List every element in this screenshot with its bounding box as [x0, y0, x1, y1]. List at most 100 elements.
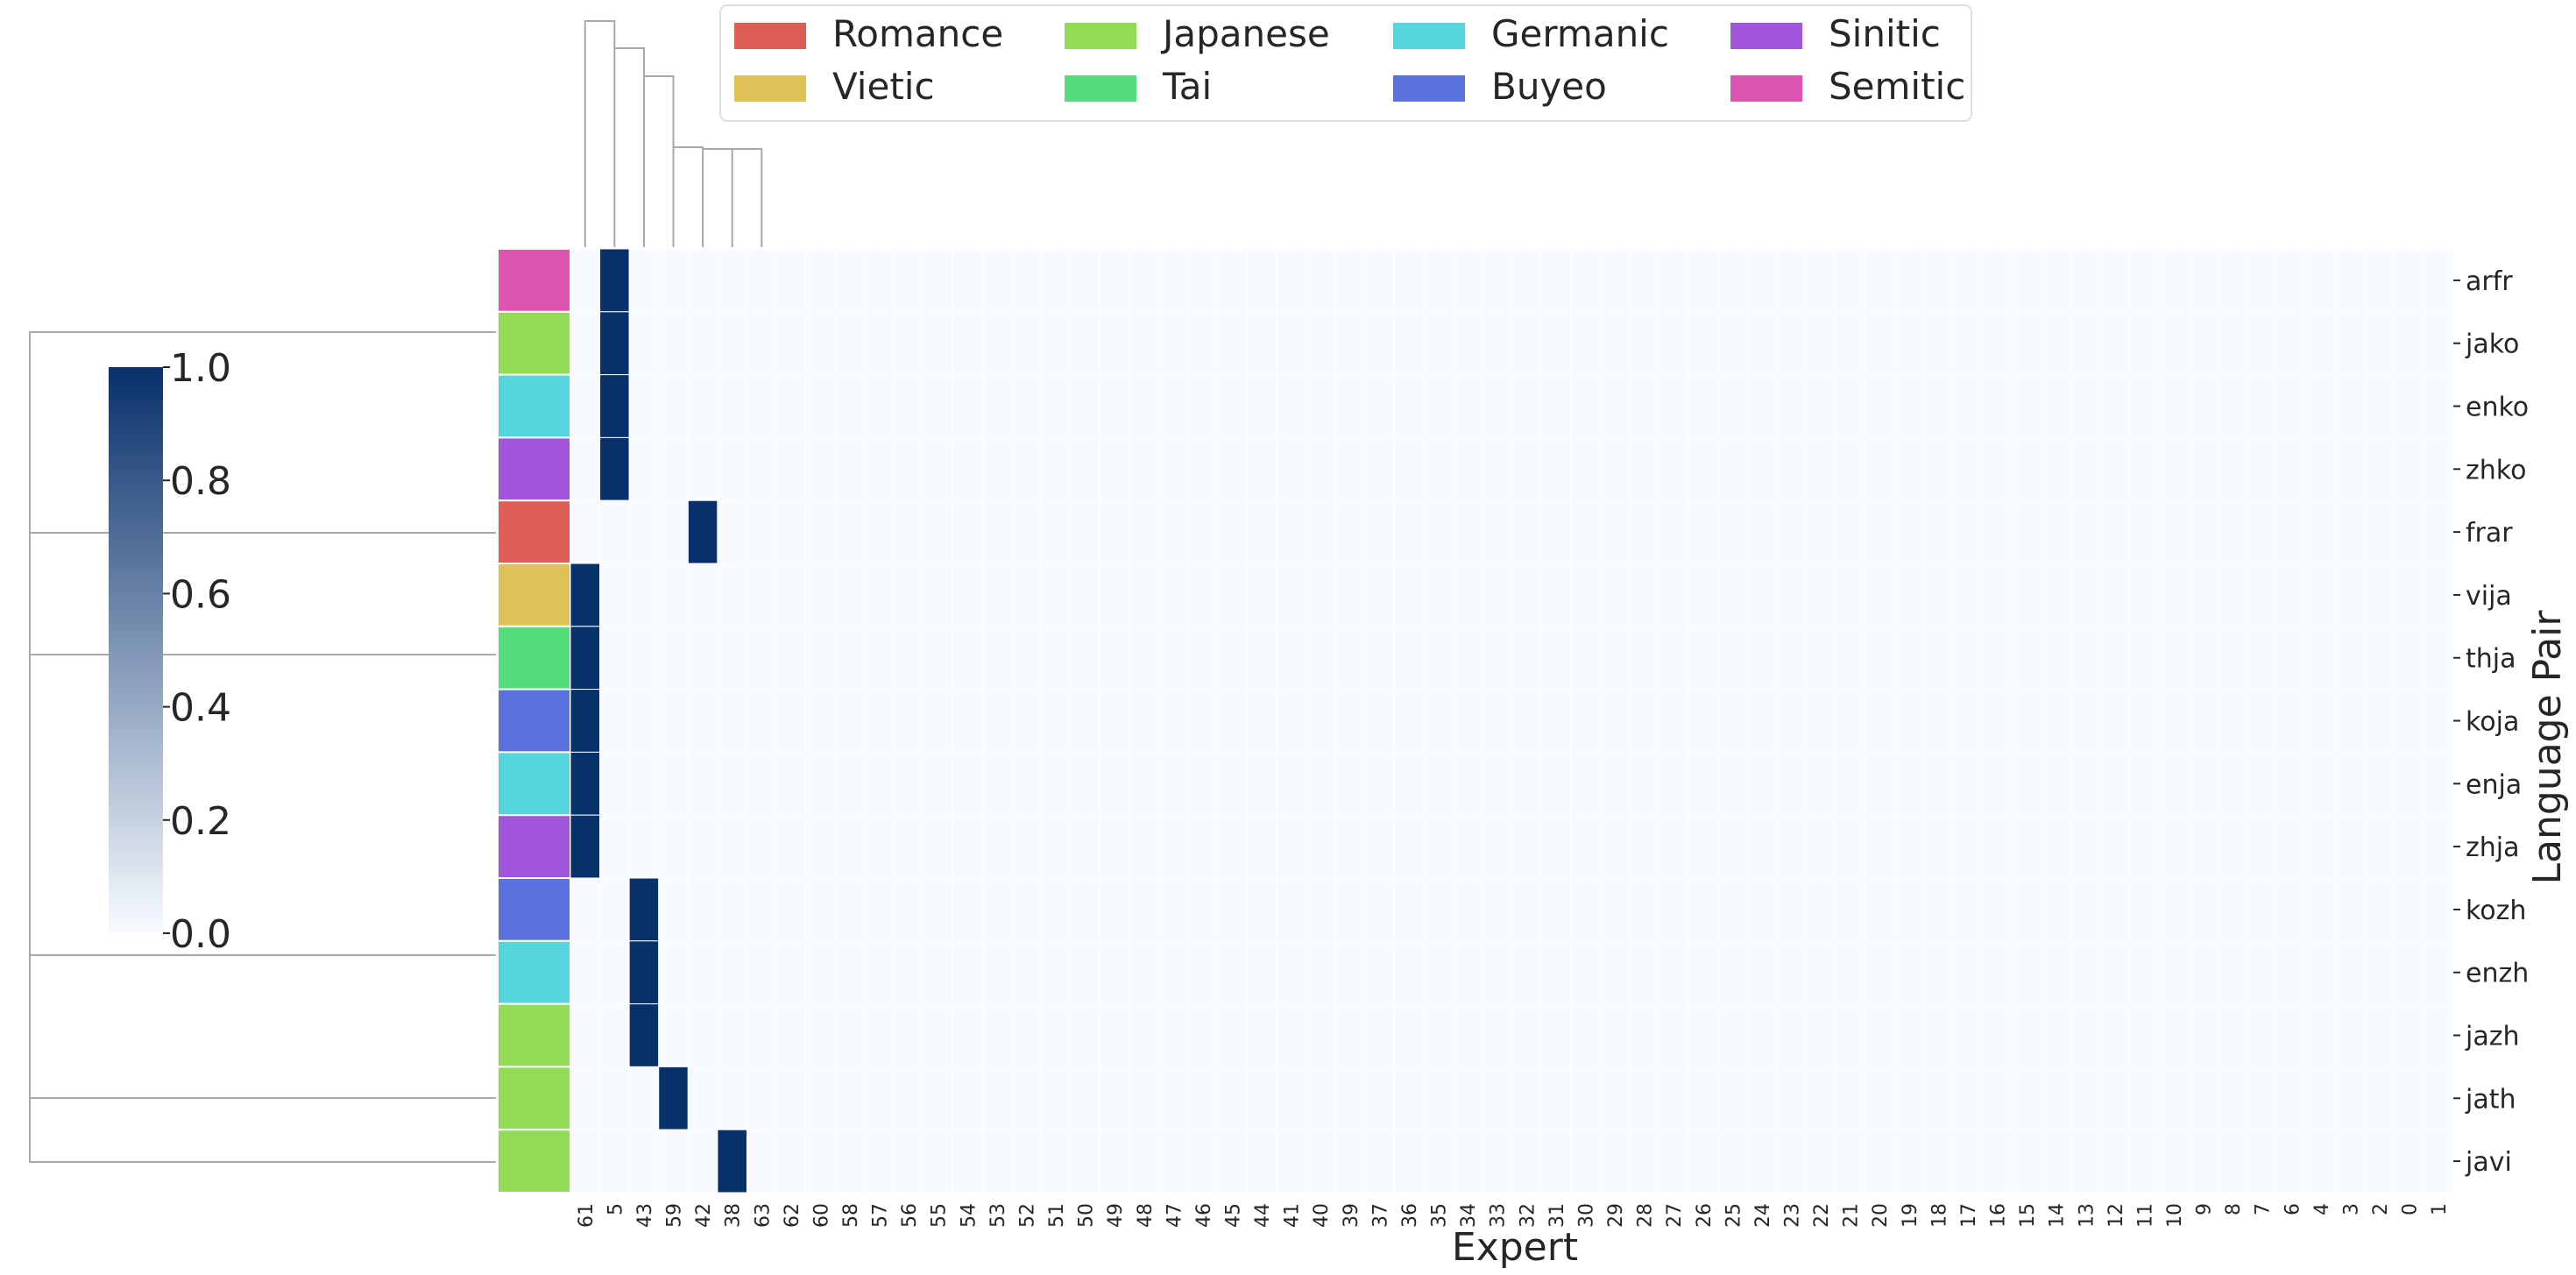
heatmap-cell	[2305, 374, 2337, 438]
heatmap-cell	[2394, 940, 2424, 1005]
heatmap-cell	[1129, 626, 1160, 691]
heatmap-cell	[1658, 1003, 1689, 1067]
heatmap-cell	[1158, 689, 1189, 753]
heatmap-cell	[2129, 626, 2160, 691]
heatmap-cell	[1893, 626, 1925, 691]
heatmap-cell	[1717, 374, 1748, 438]
heatmap-cell	[1864, 311, 1895, 376]
heatmap-cell	[1246, 626, 1277, 691]
heatmap-cell	[1482, 751, 1512, 816]
heatmap-cell	[1246, 311, 1277, 376]
heatmap-cell	[1070, 689, 1100, 753]
heatmap-cell	[2217, 311, 2248, 376]
heatmap-cell	[1805, 751, 1836, 816]
heatmap-cell	[1334, 563, 1366, 627]
heatmap-cell	[1276, 436, 1306, 501]
heatmap-cell	[1129, 814, 1160, 879]
heatmap-cell	[2011, 1003, 2042, 1067]
heatmap-cell	[864, 311, 895, 376]
heatmap-cell	[893, 751, 924, 816]
heatmap-cell	[2423, 689, 2454, 753]
heatmap-cell	[2188, 374, 2219, 438]
heatmap-cell	[1599, 563, 1631, 627]
heatmap-cell	[2364, 1003, 2396, 1067]
heatmap-cell	[1540, 1129, 1572, 1194]
heatmap-cell	[570, 563, 601, 627]
heatmap-cell	[1217, 563, 1248, 627]
heatmap-cell	[1835, 1066, 1865, 1130]
heatmap-cell	[1393, 374, 1425, 438]
heatmap-cell	[1688, 248, 1719, 313]
y-tick-label: jath	[2465, 1084, 2516, 1115]
heatmap-cell	[834, 814, 866, 879]
heatmap-cell	[570, 940, 601, 1005]
y-tick-label: javi	[2465, 1147, 2512, 1178]
heatmap-cell	[805, 626, 836, 691]
heatmap-cell	[952, 751, 983, 816]
heatmap-cell	[1805, 877, 1836, 942]
heatmap-cell	[2247, 877, 2278, 942]
heatmap-cell	[1893, 1003, 1925, 1067]
heatmap-cell	[628, 436, 660, 501]
heatmap-cell	[2129, 374, 2160, 438]
heatmap-cell	[1658, 689, 1689, 753]
row-group-colors	[497, 248, 571, 1194]
heatmap-cell	[2364, 563, 2396, 627]
heatmap-cell	[1864, 436, 1895, 501]
heatmap-cell	[658, 248, 689, 313]
heatmap-cell	[1423, 940, 1454, 1005]
heatmap-cell	[2335, 374, 2366, 438]
heatmap-cell	[2070, 689, 2101, 753]
row-group-color	[497, 310, 571, 376]
heatmap-cell	[2070, 499, 2101, 564]
heatmap-cell	[1129, 374, 1160, 438]
heatmap-cell	[570, 248, 601, 313]
heatmap-cell	[2158, 563, 2190, 627]
heatmap-cell	[1570, 877, 1601, 942]
heatmap-cell	[1187, 563, 1219, 627]
heatmap-cell	[1776, 626, 1807, 691]
heatmap-cell	[1540, 563, 1572, 627]
heatmap-cell	[1246, 1003, 1277, 1067]
heatmap-cell	[1570, 814, 1601, 879]
heatmap-cell	[1776, 689, 1807, 753]
heatmap-cell	[717, 374, 747, 438]
heatmap-cell	[1423, 499, 1454, 564]
heatmap-cell	[1952, 1129, 1984, 1194]
heatmap-cell	[628, 499, 660, 564]
heatmap-cell	[746, 248, 777, 313]
heatmap-cell	[2041, 499, 2071, 564]
x-tick-label: 4	[2311, 1203, 2333, 1215]
heatmap-cell	[1864, 499, 1895, 564]
x-tick-label: 58	[840, 1203, 862, 1228]
heatmap-cell	[1835, 814, 1865, 879]
heatmap-cell	[1658, 1066, 1689, 1130]
heatmap-cell	[1746, 563, 1778, 627]
heatmap-cell	[981, 877, 1013, 942]
heatmap-cell	[2011, 940, 2042, 1005]
heatmap-cell	[805, 689, 836, 753]
row-group-color	[497, 436, 571, 502]
heatmap-cell	[746, 940, 777, 1005]
heatmap-cell	[1864, 1129, 1895, 1194]
heatmap-cell	[1334, 311, 1366, 376]
heatmap-cell	[2364, 626, 2396, 691]
heatmap-cell	[805, 751, 836, 816]
heatmap-cell	[1217, 1129, 1248, 1194]
heatmap-cell	[658, 1066, 689, 1130]
heatmap-cell	[1717, 689, 1748, 753]
heatmap-cell	[1746, 499, 1778, 564]
heatmap-cell	[687, 311, 718, 376]
heatmap-cell	[1599, 374, 1631, 438]
heatmap-cell	[2070, 814, 2101, 879]
heatmap-cell	[570, 436, 601, 501]
heatmap-cell	[1334, 499, 1366, 564]
heatmap-cell	[717, 751, 747, 816]
heatmap-cell	[952, 689, 983, 753]
heatmap-cell	[2099, 689, 2131, 753]
heatmap-cell	[1217, 248, 1248, 313]
heatmap-cell	[1217, 1003, 1248, 1067]
heatmap-cell	[658, 689, 689, 753]
heatmap-cell	[570, 374, 601, 438]
heatmap-cell	[952, 436, 983, 501]
